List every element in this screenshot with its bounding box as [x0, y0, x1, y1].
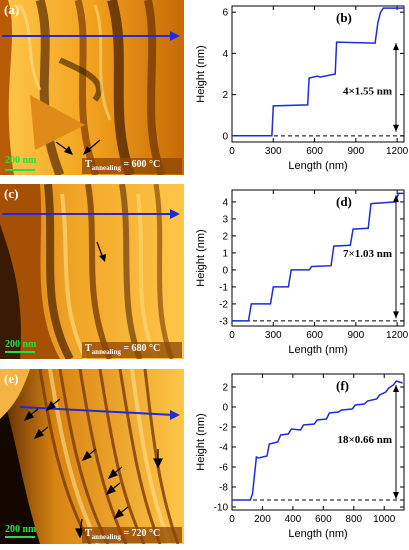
y-tick-label: 1	[222, 248, 228, 259]
scan-line	[19, 406, 175, 416]
y-axis-label: Height (nm)	[195, 413, 207, 470]
annealing-temperature: Tannealing = 600 °C	[85, 159, 161, 172]
step-height-annotation: 7×1.03 nm	[343, 248, 392, 260]
plot-panel-label: (b)	[336, 10, 352, 25]
plot-frame	[231, 189, 405, 327]
scale-bar-label: 200 nm	[5, 155, 37, 166]
y-tick-label: 0	[222, 403, 228, 414]
scale-bar-label: 200 nm	[5, 339, 37, 350]
afm-image-a: (a) 200 nm Tannealing = 600 °C	[0, 0, 184, 175]
step-height-annotation: 4×1.55 nm	[343, 85, 392, 97]
afm-image-c: (c) 200 nm Tannealing = 680 °C	[0, 184, 184, 359]
y-tick-label: -6	[219, 463, 228, 474]
profile-chart-svg: 0 300 600 900 1200 -3 -2 -1 0 1 2 3 4 Length (nm) Heig…	[195, 189, 409, 356]
height-profile-line	[232, 380, 403, 501]
plot-frame	[231, 5, 405, 143]
arrowhead-up	[393, 385, 399, 392]
x-tick-label: 800	[345, 514, 362, 525]
x-tick-label: 400	[285, 514, 302, 525]
height-profile-chart-d: 0 300 600 900 1200 -3 -2 -1 0 1 2 3 4 Length (nm) Heig…	[186, 184, 409, 366]
profile-chart-svg: 0 300 600 900 1200 0 2 4 6 Length (nm) Height (nm)…	[195, 5, 409, 172]
y-axis-label: Height (nm)	[195, 45, 207, 102]
x-axis-label: Length (nm)	[288, 160, 347, 172]
y-tick-label: 0	[222, 131, 228, 142]
y-tick-label: -10	[214, 503, 229, 514]
scan-arrowhead	[170, 31, 180, 41]
afm-panel-label: (c)	[4, 186, 19, 201]
x-tick-label: 0	[229, 330, 235, 341]
step-height-annotation: 18×0.66 nm	[337, 434, 392, 446]
y-tick-label: -2	[219, 423, 228, 434]
x-tick-label: 0	[229, 146, 235, 157]
x-tick-label: 1200	[386, 146, 409, 157]
y-tick-label: 0	[222, 265, 228, 276]
annealing-temperature: Tannealing = 720 °C	[85, 528, 161, 541]
x-tick-label: 600	[306, 330, 323, 341]
x-tick-label: 900	[347, 330, 364, 341]
x-tick-label: 300	[265, 330, 282, 341]
y-tick-label: -3	[219, 316, 228, 327]
y-tick-label: 2	[222, 90, 228, 101]
afm-image-e: (e) 200 nm Tannealing = 720 °C	[0, 369, 184, 544]
afm-panel-label: (e)	[4, 371, 19, 386]
afm-panel-label: (a)	[4, 2, 20, 17]
annealing-temperature: Tannealing = 680 °C	[85, 343, 161, 356]
arrowhead-down	[393, 492, 399, 499]
y-axis-label: Height (nm)	[195, 229, 207, 286]
y-tick-label: 6	[222, 8, 228, 19]
x-axis-label: Length (nm)	[288, 528, 347, 540]
x-tick-label: 600	[315, 514, 332, 525]
y-tick-label: 4	[222, 197, 228, 208]
height-profile-chart-b: 0 300 600 900 1200 0 2 4 6 Length (nm) Height (nm)…	[186, 0, 409, 182]
plot-panel-label: (f)	[336, 378, 349, 393]
height-profile-chart-f: 0 200 400 600 800 1000 -10 -8 -6 -4 -2 0 2 Length (nm…	[186, 368, 409, 550]
arrowhead-up	[393, 195, 399, 203]
height-profile-line	[232, 7, 404, 137]
plot-frame	[231, 373, 405, 511]
y-tick-label: 4	[222, 49, 228, 60]
plot-panel-label: (d)	[336, 194, 352, 209]
x-tick-label: 1000	[373, 514, 396, 525]
scale-bar	[5, 169, 35, 171]
y-tick-label: -2	[219, 299, 228, 310]
scan-arrowhead	[170, 410, 180, 420]
y-tick-label: -4	[219, 443, 228, 454]
arrowhead-up	[393, 43, 399, 51]
y-tick-label: 3	[222, 214, 228, 225]
x-tick-label: 600	[306, 146, 323, 157]
height-profile-line	[232, 192, 404, 322]
scale-bar	[5, 536, 35, 538]
profile-chart-svg: 0 200 400 600 800 1000 -10 -8 -6 -4 -2 0 2 Length (nm…	[195, 373, 405, 540]
x-tick-label: 1200	[386, 330, 409, 341]
x-tick-label: 0	[229, 514, 235, 525]
x-tick-label: 900	[347, 146, 364, 157]
arrowhead-down	[393, 311, 399, 319]
scale-bar	[5, 351, 35, 353]
y-tick-label: 2	[222, 383, 228, 394]
arrowhead-down	[393, 124, 399, 132]
y-tick-label: 2	[222, 231, 228, 242]
scale-bar-label: 200 nm	[5, 524, 37, 535]
y-tick-label: -1	[219, 282, 228, 293]
scan-arrowhead	[170, 209, 180, 219]
x-tick-label: 200	[254, 514, 271, 525]
x-axis-label: Length (nm)	[288, 344, 347, 356]
x-tick-label: 300	[265, 146, 282, 157]
y-tick-label: -8	[219, 483, 228, 494]
